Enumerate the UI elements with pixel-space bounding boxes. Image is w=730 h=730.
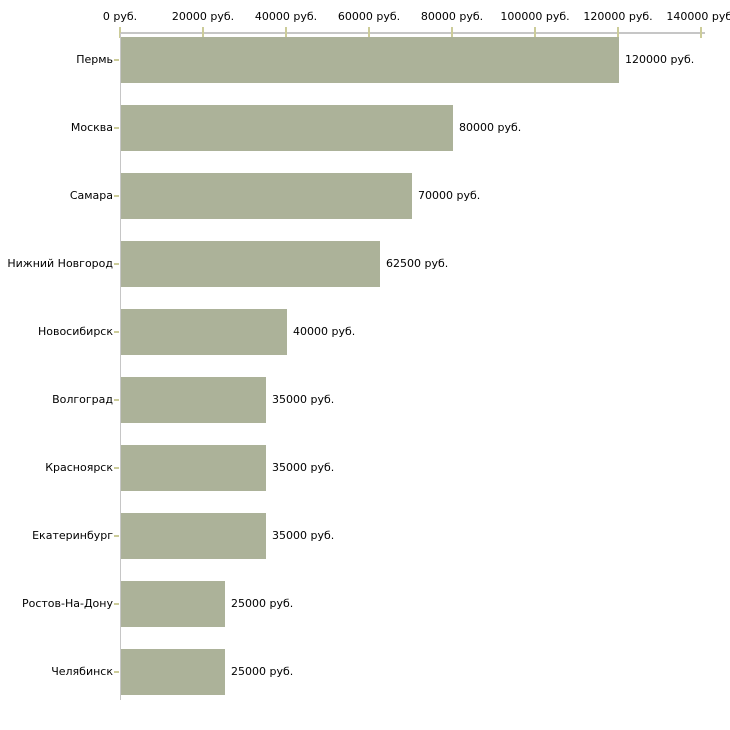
bar: [121, 241, 380, 287]
bar: [121, 173, 412, 219]
x-axis-tick: [202, 27, 204, 38]
x-axis-tick: [700, 27, 702, 38]
x-axis-tick-label: 120000 руб.: [583, 10, 653, 23]
bar: [121, 445, 266, 491]
x-axis-tick: [534, 27, 536, 38]
value-label: 62500 руб.: [386, 257, 449, 270]
category-tick: [114, 331, 119, 333]
category-tick: [114, 399, 119, 401]
y-axis-line: [120, 33, 121, 700]
category-tick: [114, 263, 119, 265]
bar: [121, 377, 266, 423]
category-tick: [114, 195, 119, 197]
category-tick: [114, 467, 119, 469]
category-tick: [114, 59, 119, 61]
x-axis-tick-label: 100000 руб.: [500, 10, 570, 23]
category-tick: [114, 603, 119, 605]
x-axis-tick-label: 140000 руб.: [666, 10, 730, 23]
x-axis-tick-label: 0 руб.: [102, 10, 138, 23]
value-label: 40000 руб.: [293, 325, 356, 338]
x-axis-tick: [119, 27, 121, 38]
value-label: 35000 руб.: [272, 393, 335, 406]
bar: [121, 649, 225, 695]
x-axis-line: [120, 32, 705, 34]
x-axis-tick-label: 40000 руб.: [254, 10, 318, 23]
bar: [121, 309, 287, 355]
x-axis-tick: [451, 27, 453, 38]
value-label: 80000 руб.: [459, 121, 522, 134]
category-label: Ростов-На-Дону: [21, 597, 113, 610]
category-label: Пермь: [76, 53, 113, 66]
category-label: Новосибирск: [37, 325, 113, 338]
category-label: Красноярск: [45, 461, 113, 474]
category-label: Екатеринбург: [32, 529, 113, 542]
category-label: Волгоград: [52, 393, 113, 406]
bar: [121, 105, 453, 151]
category-label: Нижний Новгород: [7, 257, 113, 270]
value-label: 25000 руб.: [231, 597, 294, 610]
value-label: 25000 руб.: [231, 665, 294, 678]
x-axis-tick-label: 20000 руб.: [171, 10, 235, 23]
category-tick: [114, 535, 119, 537]
bar: [121, 37, 619, 83]
value-label: 35000 руб.: [272, 529, 335, 542]
value-label: 70000 руб.: [418, 189, 481, 202]
value-label: 120000 руб.: [625, 53, 695, 66]
x-axis-tick-label: 60000 руб.: [337, 10, 401, 23]
category-tick: [114, 671, 119, 673]
x-axis-tick-label: 80000 руб.: [420, 10, 484, 23]
x-axis-tick: [617, 27, 619, 38]
value-label: 35000 руб.: [272, 461, 335, 474]
x-axis-tick: [368, 27, 370, 38]
bar: [121, 581, 225, 627]
category-label: Самара: [69, 189, 113, 202]
category-label: Челябинск: [51, 665, 113, 678]
category-label: Москва: [70, 121, 113, 134]
bar: [121, 513, 266, 559]
x-axis-tick: [285, 27, 287, 38]
category-tick: [114, 127, 119, 129]
